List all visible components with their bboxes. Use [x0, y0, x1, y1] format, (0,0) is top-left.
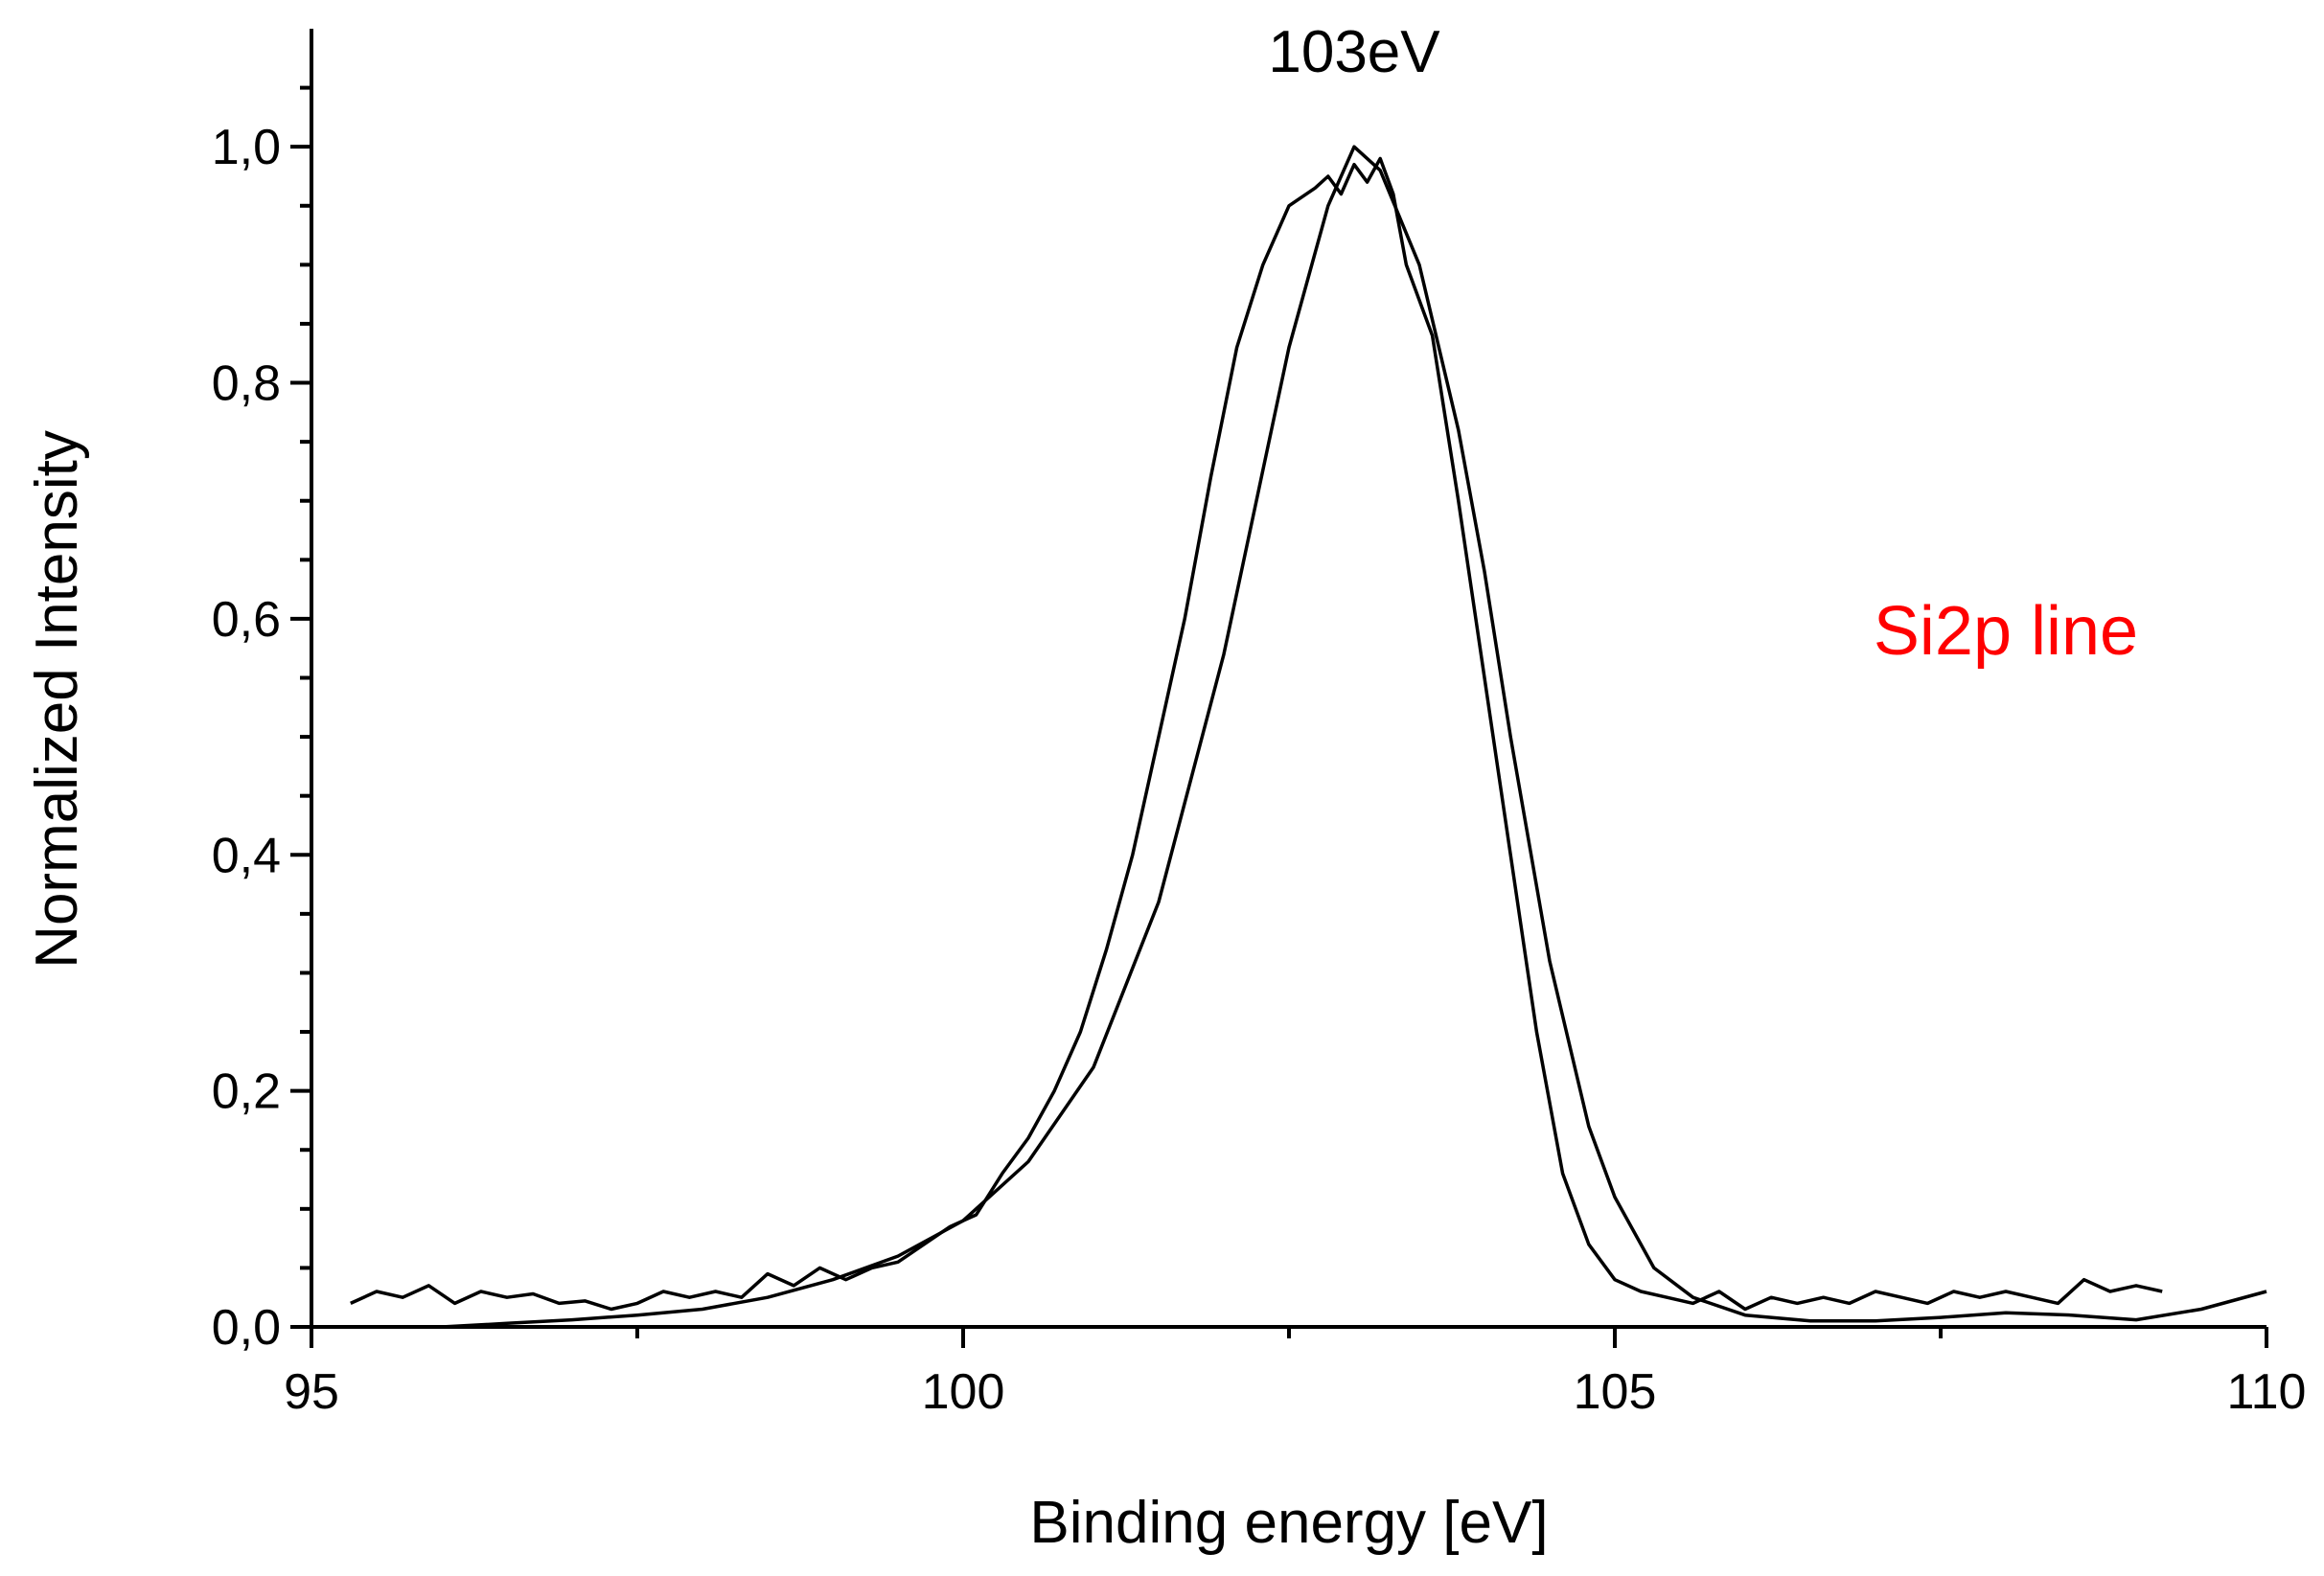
- y-tick-label: 0,0: [212, 1300, 281, 1356]
- y-axis-title: Normalized Intensity: [24, 430, 90, 969]
- x-tick-label: 100: [922, 1364, 1005, 1420]
- series-group: [350, 145, 2267, 1329]
- y-tick-label: 0,8: [212, 356, 281, 412]
- y-ticks: 0,0 0,2 0,4 0,6 0,8 1,0: [212, 85, 311, 1356]
- x-ticks: 95 100 105 110: [284, 1327, 2306, 1420]
- y-tick-label: 0,4: [212, 828, 281, 883]
- si2p-annotation: Si2p line: [1874, 593, 2138, 670]
- y-tick-label: 0,6: [212, 592, 281, 648]
- axes: [310, 29, 2266, 1329]
- x-tick-label: 110: [2227, 1364, 2307, 1420]
- peak-label: 103eV: [1268, 19, 1440, 85]
- x-tick-label: 105: [1574, 1364, 1657, 1420]
- x-axis-title: Binding energy [eV]: [1029, 1490, 1548, 1556]
- series-line-measured: [350, 156, 2163, 1312]
- y-tick-label: 0,2: [212, 1064, 281, 1120]
- series-line-fit: [389, 145, 2267, 1329]
- x-tick-label: 95: [284, 1364, 339, 1420]
- y-tick-label: 1,0: [212, 120, 281, 175]
